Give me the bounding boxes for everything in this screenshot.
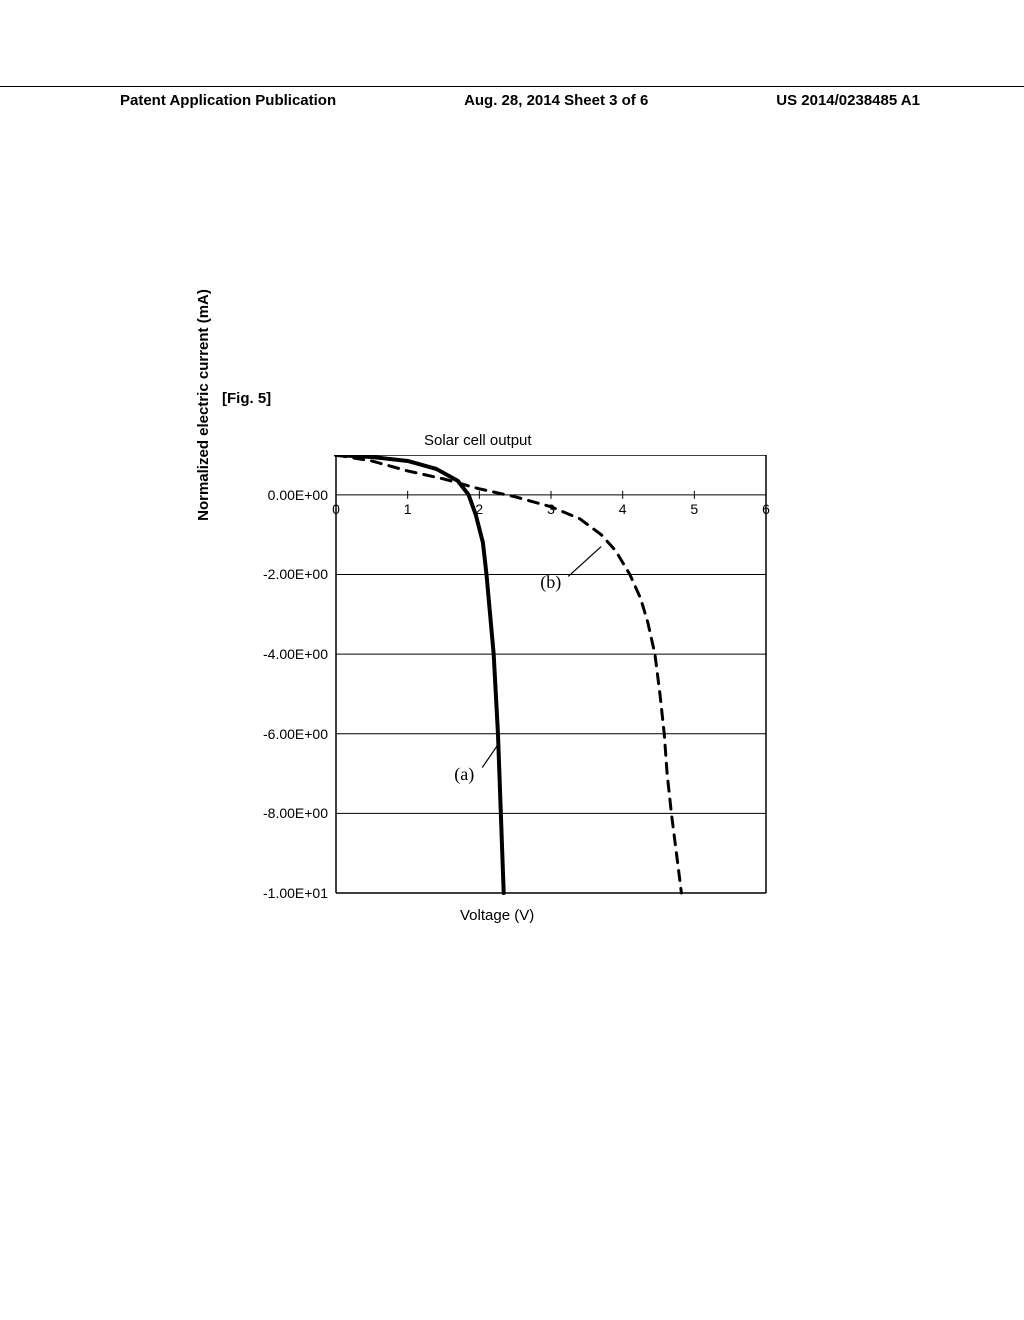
header-center: Aug. 28, 2014 Sheet 3 of 6 — [464, 92, 648, 109]
annotation-a: (a) — [454, 764, 474, 785]
header-left: Patent Application Publication — [120, 92, 336, 109]
y-tick-label: -2.00E+00 — [238, 566, 328, 582]
x-tick-label: 3 — [541, 501, 561, 517]
chart-title: Solar cell output — [424, 432, 532, 449]
x-tick-label: 5 — [684, 501, 704, 517]
y-tick-label: -8.00E+00 — [238, 805, 328, 821]
annotation-b: (b) — [540, 572, 561, 593]
header-right: US 2014/0238485 A1 — [776, 92, 920, 109]
x-tick-label: 1 — [398, 501, 418, 517]
figure-label: [Fig. 5] — [222, 390, 271, 407]
header-rule — [0, 86, 1024, 87]
x-tick-label: 4 — [613, 501, 633, 517]
y-axis-label: Normalized electric current (mA) — [195, 265, 212, 545]
y-tick-label: 0.00E+00 — [238, 487, 328, 503]
y-tick-label: -1.00E+01 — [238, 885, 328, 901]
y-tick-label: -4.00E+00 — [238, 646, 328, 662]
page-header: Patent Application Publication Aug. 28, … — [120, 92, 920, 109]
x-tick-label: 2 — [469, 501, 489, 517]
x-tick-label: 6 — [756, 501, 776, 517]
chart-svg — [218, 455, 778, 915]
chart-plot-area: 0.00E+00 -2.00E+00 -4.00E+00 -6.00E+00 -8.00… — [218, 455, 778, 915]
x-tick-label: 0 — [326, 501, 346, 517]
y-tick-label: -6.00E+00 — [238, 726, 328, 742]
